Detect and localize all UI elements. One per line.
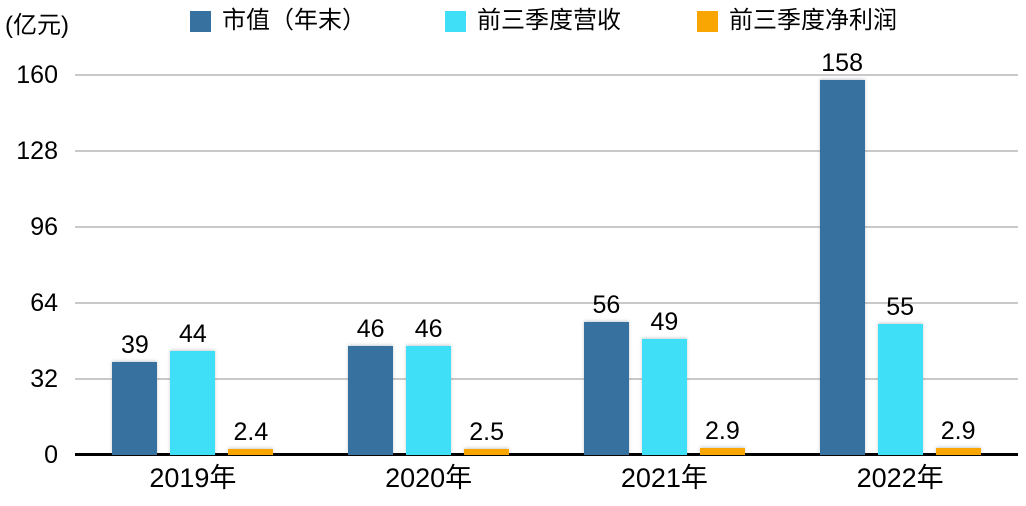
bar-value-label: 158 (821, 48, 863, 77)
bar-column: 56 (583, 291, 629, 455)
bar-value-label: 2.9 (704, 417, 740, 446)
bar-value-label: 55 (886, 293, 915, 322)
bar (583, 322, 629, 455)
bar-column: 2.5 (464, 418, 510, 455)
gridline (75, 74, 1018, 76)
bar-group-2019年: 39 44 2.4 (75, 75, 311, 455)
bar (877, 324, 923, 455)
bar-column: 46 (406, 314, 452, 455)
bar-value-label: 2.9 (940, 417, 976, 446)
bar-value-label: 46 (356, 314, 385, 343)
legend-item-revenue: 前三季度营收 (445, 8, 621, 34)
bar-value-label: 2.5 (469, 418, 504, 447)
bar-column: 49 (641, 307, 687, 455)
bar-column: 2.9 (935, 417, 981, 455)
x-axis-label: 2021年 (620, 463, 708, 493)
x-axis-label: 2020年 (385, 463, 473, 493)
legend-label-net-profit: 前三季度净利润 (729, 7, 897, 34)
bar (819, 79, 865, 455)
bar (406, 345, 452, 455)
bar-value-label: 46 (414, 314, 443, 343)
bar-value-label: 49 (650, 307, 679, 336)
bar-value-label: 2.4 (233, 418, 269, 447)
legend-label-revenue: 前三季度营收 (477, 7, 621, 34)
bar-value-label: 39 (120, 331, 149, 360)
y-tick-label: 0 (44, 441, 58, 469)
bar-value-label: 56 (592, 291, 621, 319)
y-axis-unit-label: (亿元) (5, 12, 69, 39)
x-axis-label: 2022年 (856, 463, 944, 493)
bar-column: 55 (877, 293, 923, 455)
gridline (75, 150, 1018, 152)
bar-column: 158 (819, 48, 865, 455)
bar (348, 345, 394, 455)
bar-value-label: 44 (178, 319, 207, 348)
gridline (75, 226, 1018, 228)
legend-item-net-profit: 前三季度净利润 (697, 8, 897, 34)
legend-swatch-revenue (445, 10, 466, 32)
gridline (75, 302, 1018, 304)
bar-column: 2.4 (228, 418, 274, 455)
bar (935, 448, 981, 455)
y-tick-label: 32 (30, 365, 58, 393)
y-tick-label: 128 (16, 137, 58, 165)
y-tick-label: 96 (30, 213, 58, 241)
bar (112, 362, 158, 455)
x-axis-label: 2019年 (149, 463, 237, 493)
bar (170, 350, 216, 455)
y-tick-label: 64 (30, 289, 58, 317)
bar-group-2021年: 56 49 2.9 (547, 75, 783, 455)
legend-swatch-net-profit (697, 10, 718, 32)
bar-column: 44 (170, 319, 216, 455)
bar-column: 46 (348, 314, 394, 455)
bar (699, 448, 745, 455)
bar (464, 449, 510, 455)
bar-group-2022年: 158 55 2.9 (782, 49, 1018, 455)
y-tick-label: 160 (16, 61, 58, 89)
plot-area: 39 44 2.4 46 46 2.5 56 49 2.9 158 55 2.9 (75, 49, 1018, 456)
legend: 市值（年末） 前三季度营收 前三季度净利润 (0, 8, 1026, 42)
gridline (75, 378, 1018, 380)
bar (641, 338, 687, 455)
bar-column: 39 (112, 331, 158, 455)
legend-label-market-cap: 市值（年末） (222, 7, 366, 34)
bar (228, 449, 274, 455)
legend-item-market-cap: 市值（年末） (190, 8, 366, 34)
bar-group-2020年: 46 46 2.5 (311, 75, 547, 455)
legend-swatch-market-cap (190, 10, 211, 32)
bar-column: 2.9 (699, 417, 745, 455)
x-axis-line (75, 453, 1018, 456)
